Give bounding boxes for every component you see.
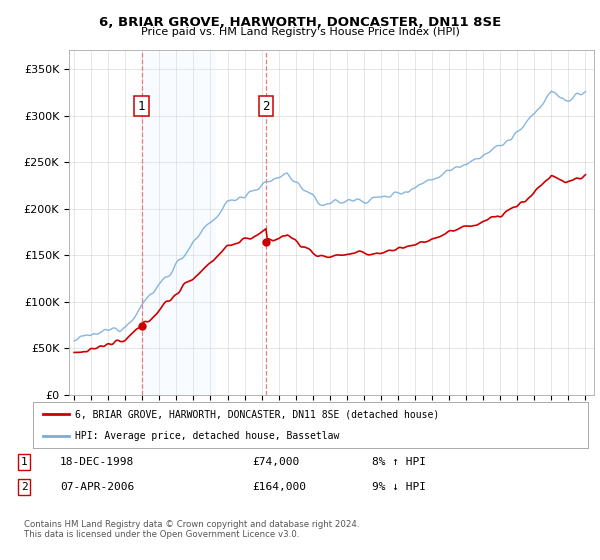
Text: 6, BRIAR GROVE, HARWORTH, DONCASTER, DN11 8SE (detached house): 6, BRIAR GROVE, HARWORTH, DONCASTER, DN1… [74, 409, 439, 419]
Text: 1: 1 [20, 457, 28, 467]
Text: Price paid vs. HM Land Registry's House Price Index (HPI): Price paid vs. HM Land Registry's House … [140, 27, 460, 37]
Text: Contains HM Land Registry data © Crown copyright and database right 2024.
This d: Contains HM Land Registry data © Crown c… [24, 520, 359, 539]
Text: £74,000: £74,000 [252, 457, 299, 467]
Text: 6, BRIAR GROVE, HARWORTH, DONCASTER, DN11 8SE: 6, BRIAR GROVE, HARWORTH, DONCASTER, DN1… [99, 16, 501, 29]
Text: 9% ↓ HPI: 9% ↓ HPI [372, 482, 426, 492]
Text: 1: 1 [138, 100, 145, 113]
Text: 18-DEC-1998: 18-DEC-1998 [60, 457, 134, 467]
Text: HPI: Average price, detached house, Bassetlaw: HPI: Average price, detached house, Bass… [74, 431, 339, 441]
Text: 8% ↑ HPI: 8% ↑ HPI [372, 457, 426, 467]
Text: 2: 2 [262, 100, 270, 113]
Text: £164,000: £164,000 [252, 482, 306, 492]
Bar [142, 50, 215, 395]
Text: 07-APR-2006: 07-APR-2006 [60, 482, 134, 492]
Text: 2: 2 [20, 482, 28, 492]
